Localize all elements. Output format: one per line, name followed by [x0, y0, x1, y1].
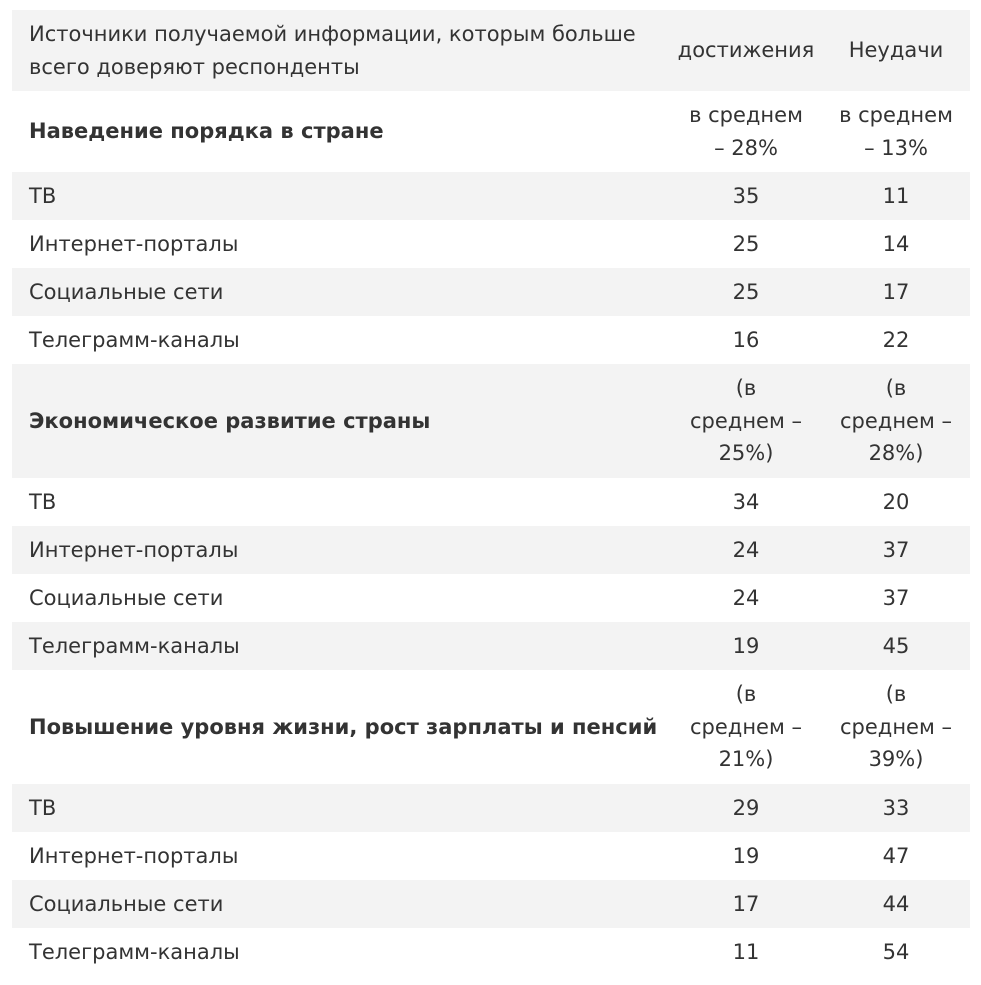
header-row: Источники получаемой информации, которым…: [12, 10, 970, 91]
source-label: Социальные сети: [29, 585, 224, 610]
failures-value: 54: [882, 939, 910, 964]
header-sources: Источники получаемой информации, которым…: [29, 22, 636, 79]
header-achievements: достижения: [677, 38, 815, 63]
achievements-value: 24: [732, 585, 760, 610]
section-avg-failures: (в среднем – 28%): [840, 376, 952, 466]
achievements-value: 11: [732, 939, 760, 964]
trust-sources-table-container: Источники получаемой информации, которым…: [12, 10, 970, 976]
table-row: Интернет-порталы 24 37: [12, 526, 970, 574]
section-avg-achievements: (в среднем – 25%): [690, 376, 802, 466]
section-avg-failures: в среднем – 13%: [839, 103, 953, 160]
section-header-row: Экономическое развитие страны (в среднем…: [12, 364, 970, 478]
source-label: Интернет-порталы: [29, 537, 239, 562]
failures-value: 22: [882, 327, 910, 352]
achievements-value: 24: [732, 537, 760, 562]
failures-value: 45: [882, 633, 910, 658]
source-label: Социальные сети: [29, 279, 224, 304]
table-row: Телеграмм-каналы 19 45: [12, 622, 970, 670]
source-label: ТВ: [29, 795, 57, 820]
table-row: Телеграмм-каналы 16 22: [12, 316, 970, 364]
achievements-value: 29: [732, 795, 760, 820]
achievements-value: 34: [732, 489, 760, 514]
source-label: Интернет-порталы: [29, 843, 239, 868]
achievements-value: 19: [732, 843, 760, 868]
failures-value: 33: [882, 795, 910, 820]
source-label: Телеграмм-каналы: [29, 939, 240, 964]
table-row: Интернет-порталы 19 47: [12, 832, 970, 880]
table-row: ТВ 34 20: [12, 478, 970, 526]
table-row: Социальные сети 17 44: [12, 880, 970, 928]
section-avg-achievements: в среднем – 28%: [689, 103, 803, 160]
source-label: ТВ: [29, 183, 57, 208]
achievements-value: 19: [732, 633, 760, 658]
section-header-row: Повышение уровня жизни, рост зарплаты и …: [12, 670, 970, 784]
source-label: Социальные сети: [29, 891, 224, 916]
section-avg-achievements: (в среднем – 21%): [690, 682, 802, 772]
achievements-value: 25: [732, 231, 760, 256]
section-title: Повышение уровня жизни, рост зарплаты и …: [29, 714, 658, 739]
table-row: Телеграмм-каналы 11 54: [12, 928, 970, 976]
table-row: Социальные сети 25 17: [12, 268, 970, 316]
failures-value: 37: [882, 585, 910, 610]
failures-value: 44: [882, 891, 910, 916]
failures-value: 47: [882, 843, 910, 868]
source-label: Телеграмм-каналы: [29, 633, 240, 658]
section-header-row: Наведение порядка в стране в среднем – 2…: [12, 91, 970, 172]
failures-value: 37: [882, 537, 910, 562]
failures-value: 17: [882, 279, 910, 304]
failures-value: 11: [882, 183, 910, 208]
failures-value: 20: [882, 489, 910, 514]
section-avg-failures: (в среднем – 39%): [840, 682, 952, 772]
trust-sources-table: Источники получаемой информации, которым…: [12, 10, 970, 976]
table-row: ТВ 35 11: [12, 172, 970, 220]
table-row: Социальные сети 24 37: [12, 574, 970, 622]
failures-value: 14: [882, 231, 910, 256]
achievements-value: 25: [732, 279, 760, 304]
source-label: Телеграмм-каналы: [29, 327, 240, 352]
achievements-value: 17: [732, 891, 760, 916]
section-title: Наведение порядка в стране: [29, 119, 384, 144]
source-label: ТВ: [29, 489, 57, 514]
table-row: Интернет-порталы 25 14: [12, 220, 970, 268]
header-failures: Неудачи: [848, 38, 944, 63]
source-label: Интернет-порталы: [29, 231, 239, 256]
achievements-value: 35: [732, 183, 760, 208]
table-row: ТВ 29 33: [12, 784, 970, 832]
achievements-value: 16: [732, 327, 760, 352]
section-title: Экономическое развитие страны: [29, 408, 431, 433]
